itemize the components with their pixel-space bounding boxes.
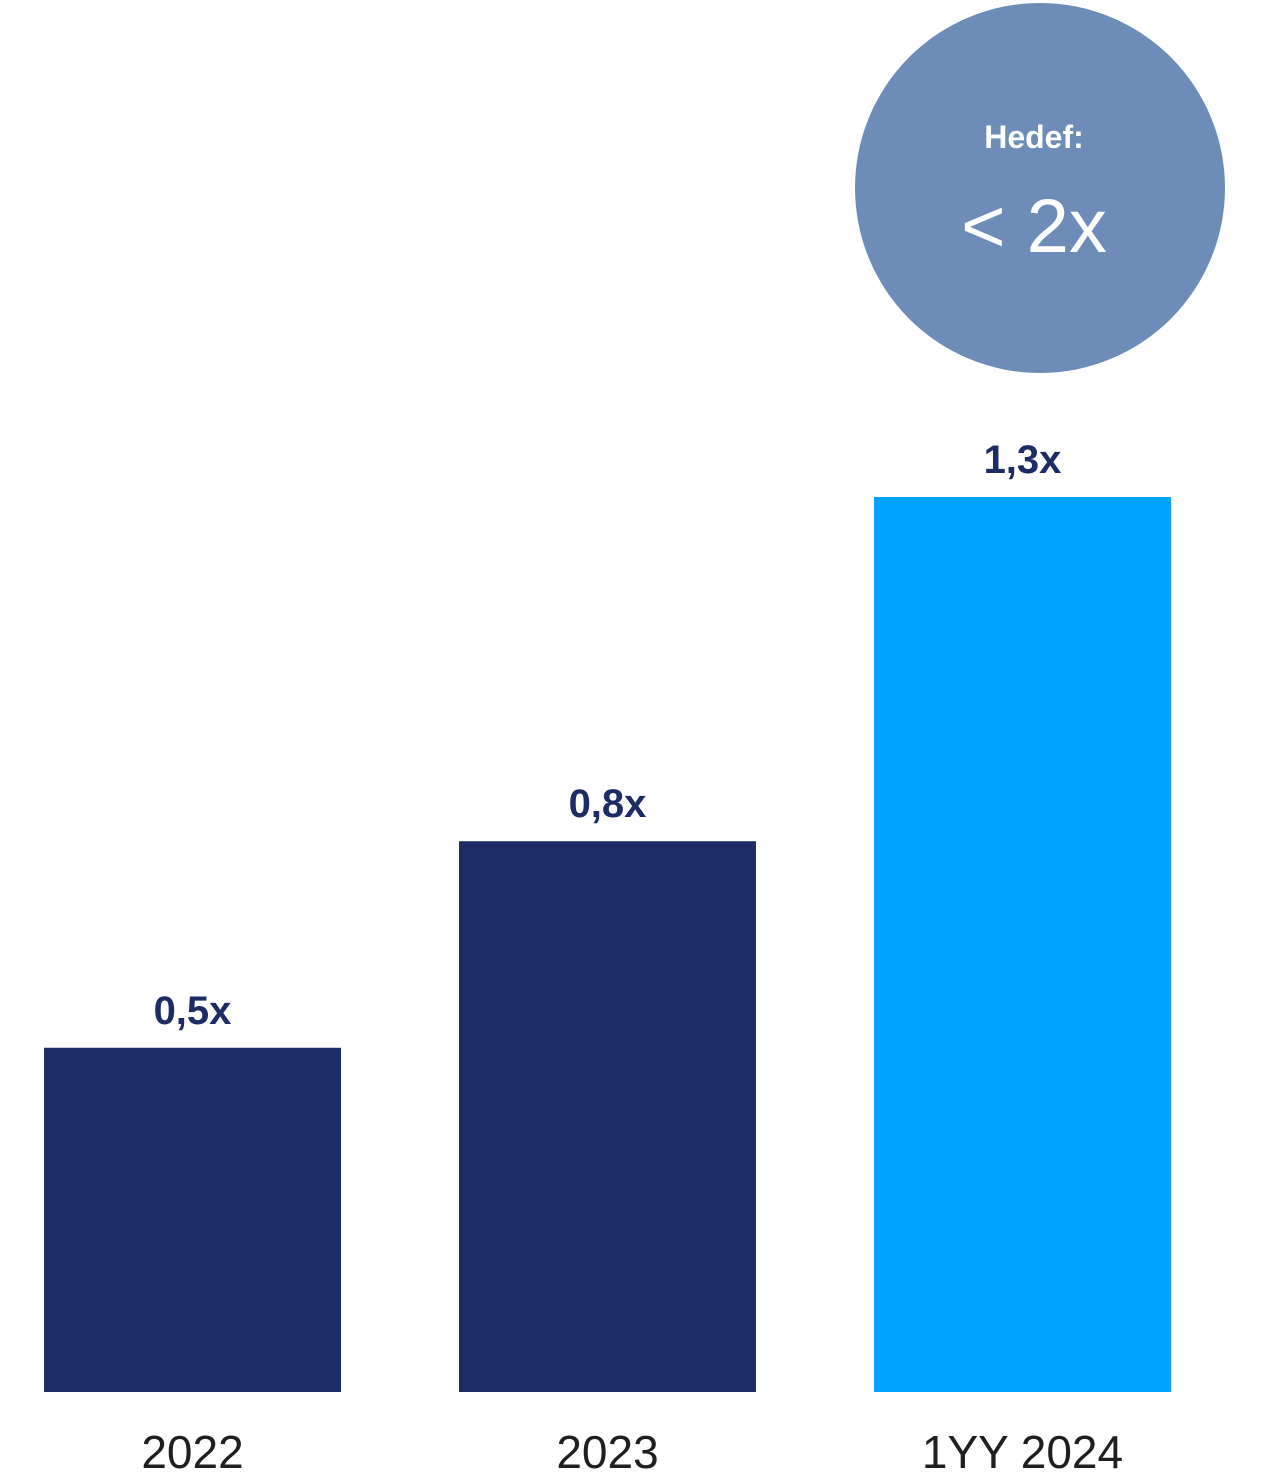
value-label: 0,8x [569,782,647,826]
bar-2023 [459,841,756,1392]
target-badge: Hedef: < 2x [855,3,1225,373]
bar-2022 [44,1047,341,1392]
x-tick-labels-group: 2022 2023 1YY 2024 [141,1426,1123,1478]
x-tick-label: 1YY 2024 [922,1426,1123,1478]
target-title: Hedef: [984,119,1084,155]
bars-group [44,497,1171,1392]
value-label: 0,5x [154,989,232,1033]
value-label: 1,3x [984,438,1062,482]
target-circle [855,3,1225,373]
x-tick-label: 2022 [141,1426,243,1478]
target-value: < 2x [961,184,1107,269]
value-labels-group: 0,5x 0,8x 1,3x [154,438,1062,1033]
x-tick-label: 2023 [556,1426,658,1478]
bar-1yy-2024 [874,497,1171,1392]
